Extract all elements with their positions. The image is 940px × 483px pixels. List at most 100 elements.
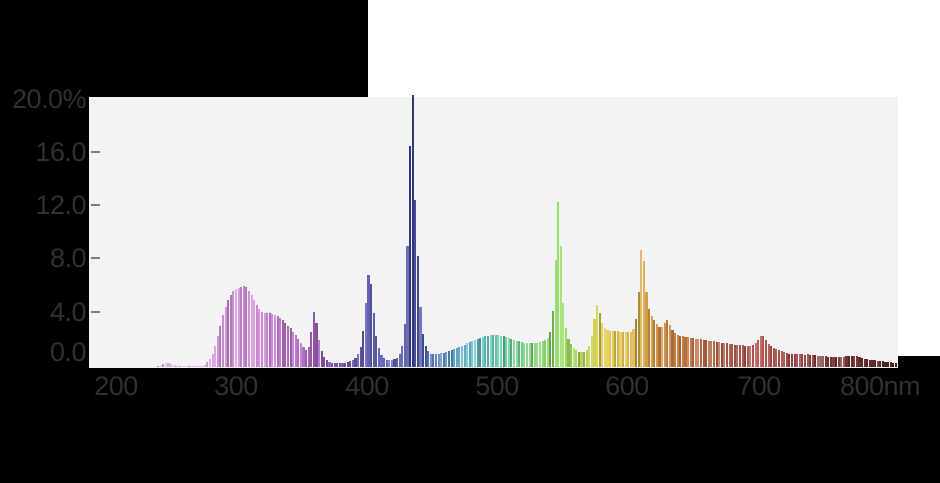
spectrum-bar [637,292,640,367]
spectrum-bar [798,354,801,367]
spectrum-bar [759,335,762,367]
spectrum-bar [383,358,386,367]
spectrum-bar [331,362,334,367]
spectrum-bar [796,353,799,367]
spectrum-bar [214,345,217,367]
spectrum-bar [276,316,279,367]
spectrum-bar [811,354,814,367]
spectrum-bar [824,356,827,367]
spectrum-bar [206,362,209,367]
spectrum-bar [520,341,523,367]
spectrum-bar [832,356,835,367]
spectrum-bar [164,363,167,367]
spectrum-bar [611,330,614,367]
spectrum-bar [325,360,328,367]
spectrum-bar [320,350,323,367]
spectrum-bar [390,359,393,367]
spectrum-bar [606,329,609,367]
spectrum-bar [593,318,596,367]
spectrum-bar [473,340,477,367]
spectrum-bar [855,356,858,367]
spectrum-bar [377,348,380,367]
x-axis-label: 200 [94,371,138,401]
spectrum-bar [892,362,895,367]
spectrum-bar [442,352,445,367]
spectrum-bar [525,342,529,367]
spectrum-bar [512,339,516,367]
spectrum-bar [733,344,736,367]
spectrum-bar [528,343,531,367]
spectrum-bar [715,341,718,367]
spectrum-bar [783,352,786,367]
spectrum-bar [271,314,274,367]
spectrum-bar [388,360,391,367]
spectrum-bar [484,336,487,367]
spectrum-bar [429,353,432,367]
spectrum-bar [837,356,840,367]
spectrum-bar [211,353,214,367]
spectrum-bar [157,366,160,367]
spectrum-bar [515,340,518,367]
spectrum-bar [255,305,258,367]
spectrum-bar [632,328,635,367]
spectrum-bar [876,360,879,367]
spectrum-bar [336,363,339,367]
spectrum-bar [744,345,747,367]
spectrum-bar [619,331,622,367]
spectrum-bar [684,336,687,367]
spectrum-bar [557,202,560,367]
spectrum-bar [372,313,375,367]
spectrum-bar [351,360,354,367]
spectrum-bar [635,318,638,367]
spectrum-bar [170,363,173,367]
spectrum-bar [583,352,586,367]
spectrum-bar [227,300,230,367]
spectrum-bar [494,334,497,367]
spectrum-bar [853,355,856,367]
spectrum-bar [767,343,770,367]
spectrum-bar [253,300,256,367]
spectrum-bar [863,358,866,367]
spectrum-bar [518,341,521,367]
spectrum-bar [850,355,853,367]
spectrum-bar [349,361,352,367]
spectrum-bar [201,365,204,367]
spectrum-bar [497,335,500,367]
spectrum-bar [266,313,269,367]
spectrum-bar [551,310,555,367]
spectrum-bar [531,343,534,367]
spectrum-bar [588,346,591,367]
spectrum-bar [476,339,479,367]
spectrum-bar [601,322,604,367]
spectrum-bar [772,348,775,367]
spectrum-bar [577,351,580,367]
spectrum-bar [445,351,448,367]
y-axis-label: 16.0 [35,137,86,167]
spectrum-bar [318,340,321,367]
spectrum-bar [359,346,362,367]
spectrum-bar [627,332,630,367]
spectrum-bar [861,357,864,367]
spectrum-bar [273,314,277,367]
y-axis-tick [91,311,100,313]
spectrum-bar [221,314,225,367]
spectrum-bar [848,355,851,367]
spectrum-bar [172,365,175,367]
spectrum-bar [401,345,404,367]
spectrum-bar [193,366,196,367]
spectrum-bar [305,349,308,367]
spectrum-bar [323,356,326,367]
spectrum-bar [312,312,315,367]
spectrum-bar [458,346,461,367]
spectrum-bar [874,360,877,367]
spectrum-bar [658,326,661,367]
spectrum-bar [803,354,807,367]
y-axis-tick [91,257,100,259]
spectrum-bar [655,324,658,367]
spectrum-bar [380,354,383,367]
spectrum-bar [801,354,804,367]
spectrum-bar [780,351,783,367]
spectrum-bar [567,338,570,367]
spectrum-bar [692,337,695,367]
spectrum-bar [281,320,284,367]
